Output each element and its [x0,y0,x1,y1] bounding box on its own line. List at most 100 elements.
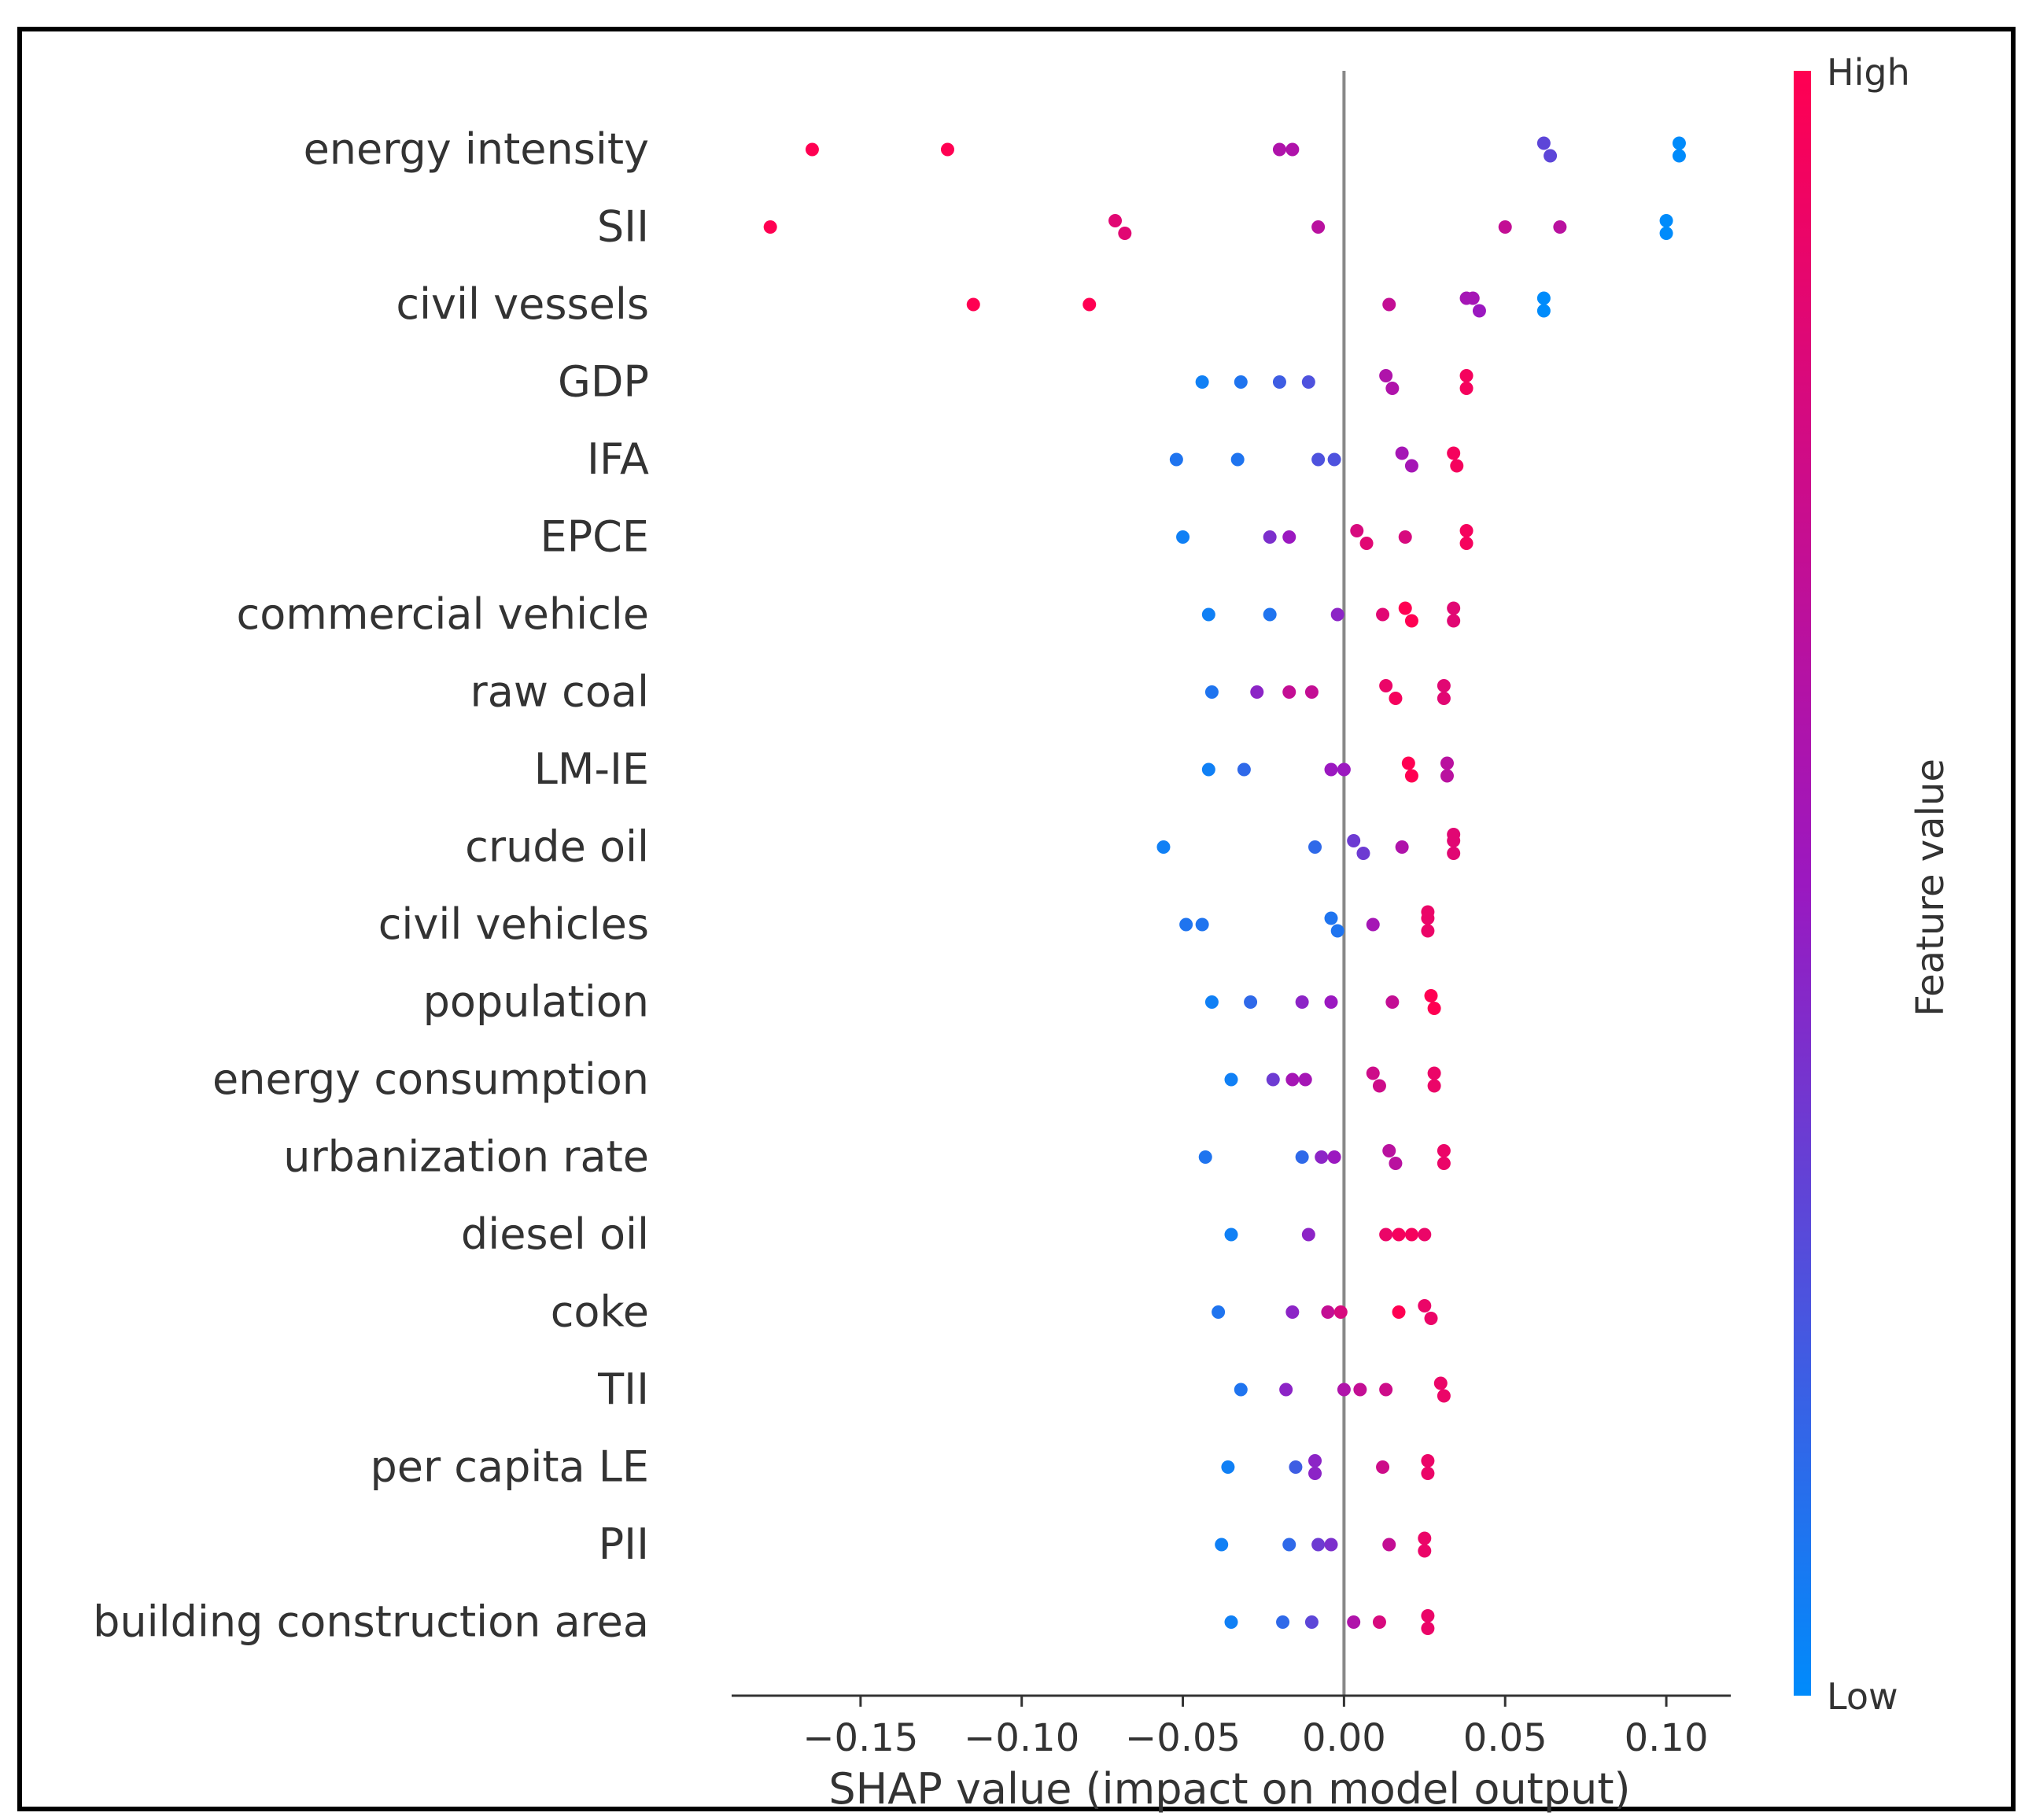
colorbar-title: Feature value [1909,759,1953,1017]
shap-point [1282,685,1296,699]
shap-point [1083,297,1097,312]
shap-point [1356,847,1370,860]
feature-label: civil vehicles [378,899,649,949]
shap-point [1437,692,1451,705]
shap-point [1459,537,1474,550]
shap-point [1179,917,1193,932]
shap-point [1359,537,1374,550]
feature-label: coke [551,1287,649,1337]
shap-point [1311,220,1326,234]
shap-point [1321,1305,1335,1319]
shap-point [1418,1531,1432,1545]
shap-point [1498,220,1512,234]
shap-point [1382,1538,1396,1552]
shap-point [1389,692,1403,705]
shap-point [1311,1538,1326,1552]
shap-point [1201,607,1215,622]
shap-point [1437,1144,1451,1157]
shap-point [1324,995,1338,1009]
shap-point [1421,1622,1435,1635]
shap-point [1204,995,1219,1009]
shap-point [1392,1227,1406,1242]
shap-point [1366,1066,1380,1080]
colorbar-low-label: Low [1827,1675,1898,1718]
shap-point [1544,149,1558,163]
shap-point [1285,1072,1300,1087]
shap-point [1466,291,1480,305]
shap-point [1224,1615,1238,1629]
x-tick-label: 0.10 [1625,1716,1709,1760]
shap-point [1418,1227,1432,1242]
shap-point [1440,756,1454,770]
feature-label: IFA [587,434,649,484]
shap-point [1282,1538,1296,1552]
shap-point [1330,924,1344,938]
feature-label: per capita LE [370,1442,649,1492]
shap-point [1553,220,1567,234]
shap-point [1176,530,1190,544]
x-ticks: −0.15 −0.10 −0.05 0.00 0.05 0.10 [802,1696,1709,1760]
shap-point [1285,142,1300,157]
shap-point [1276,1615,1290,1629]
shap-point [1459,369,1474,382]
shap-point [1404,1227,1418,1242]
shap-point [1337,1383,1351,1397]
shap-point [1221,1460,1235,1474]
shap-point [1672,136,1686,150]
shap-point [1327,452,1341,467]
shap-point [1459,524,1474,537]
shap-point [1324,1538,1338,1552]
shap-point [1395,840,1409,854]
shap-point [1237,762,1251,777]
shap-point [1272,142,1286,157]
shap-point [1440,769,1454,783]
feature-label: GDP [558,357,649,407]
shap-point [1333,1305,1348,1319]
shap-point [1224,1227,1238,1242]
shap-point [1118,227,1132,240]
shap-point [1204,685,1219,699]
shap-point [1376,607,1390,622]
shap-point [805,142,819,157]
shap-point [1304,1615,1319,1629]
feature-label: energy intensity [304,124,649,174]
shap-point [1324,762,1338,777]
shap-point [1298,1072,1312,1087]
shap-point [1421,924,1435,938]
shap-point [1447,446,1461,460]
shap-point [1382,1144,1396,1157]
shap-point [1424,989,1438,1002]
shap-point [1459,382,1474,395]
shap-point [1311,452,1326,467]
shap-point [940,142,954,157]
shap-point [1376,1460,1390,1474]
feature-label: diesel oil [461,1209,649,1259]
shap-point [1418,1544,1432,1558]
feature-label: urbanization rate [283,1132,649,1182]
shap-point [1108,214,1123,227]
shap-point [1427,1079,1441,1093]
shap-point [1244,995,1258,1009]
shap-point [1401,756,1415,770]
shap-point [1433,1376,1448,1390]
shap-point [1404,769,1418,783]
shap-point [1536,304,1551,318]
shap-point [1212,1305,1226,1319]
shap-point [1266,1072,1280,1087]
shap-point [1398,601,1412,615]
shap-point [1337,762,1351,777]
figure-frame [17,27,2016,1811]
shap-point [1385,995,1400,1009]
shap-point [1282,530,1296,544]
shap-point [1234,375,1248,389]
shap-point [1421,1454,1435,1467]
colorbar [1794,71,1811,1696]
shap-point [1308,840,1322,854]
feature-label: building construction area [93,1597,649,1647]
shap-point [1347,834,1361,847]
feature-label: civil vessels [396,279,649,329]
shap-point [1385,382,1400,395]
shap-point [1263,530,1277,544]
shap-point [1156,840,1171,854]
